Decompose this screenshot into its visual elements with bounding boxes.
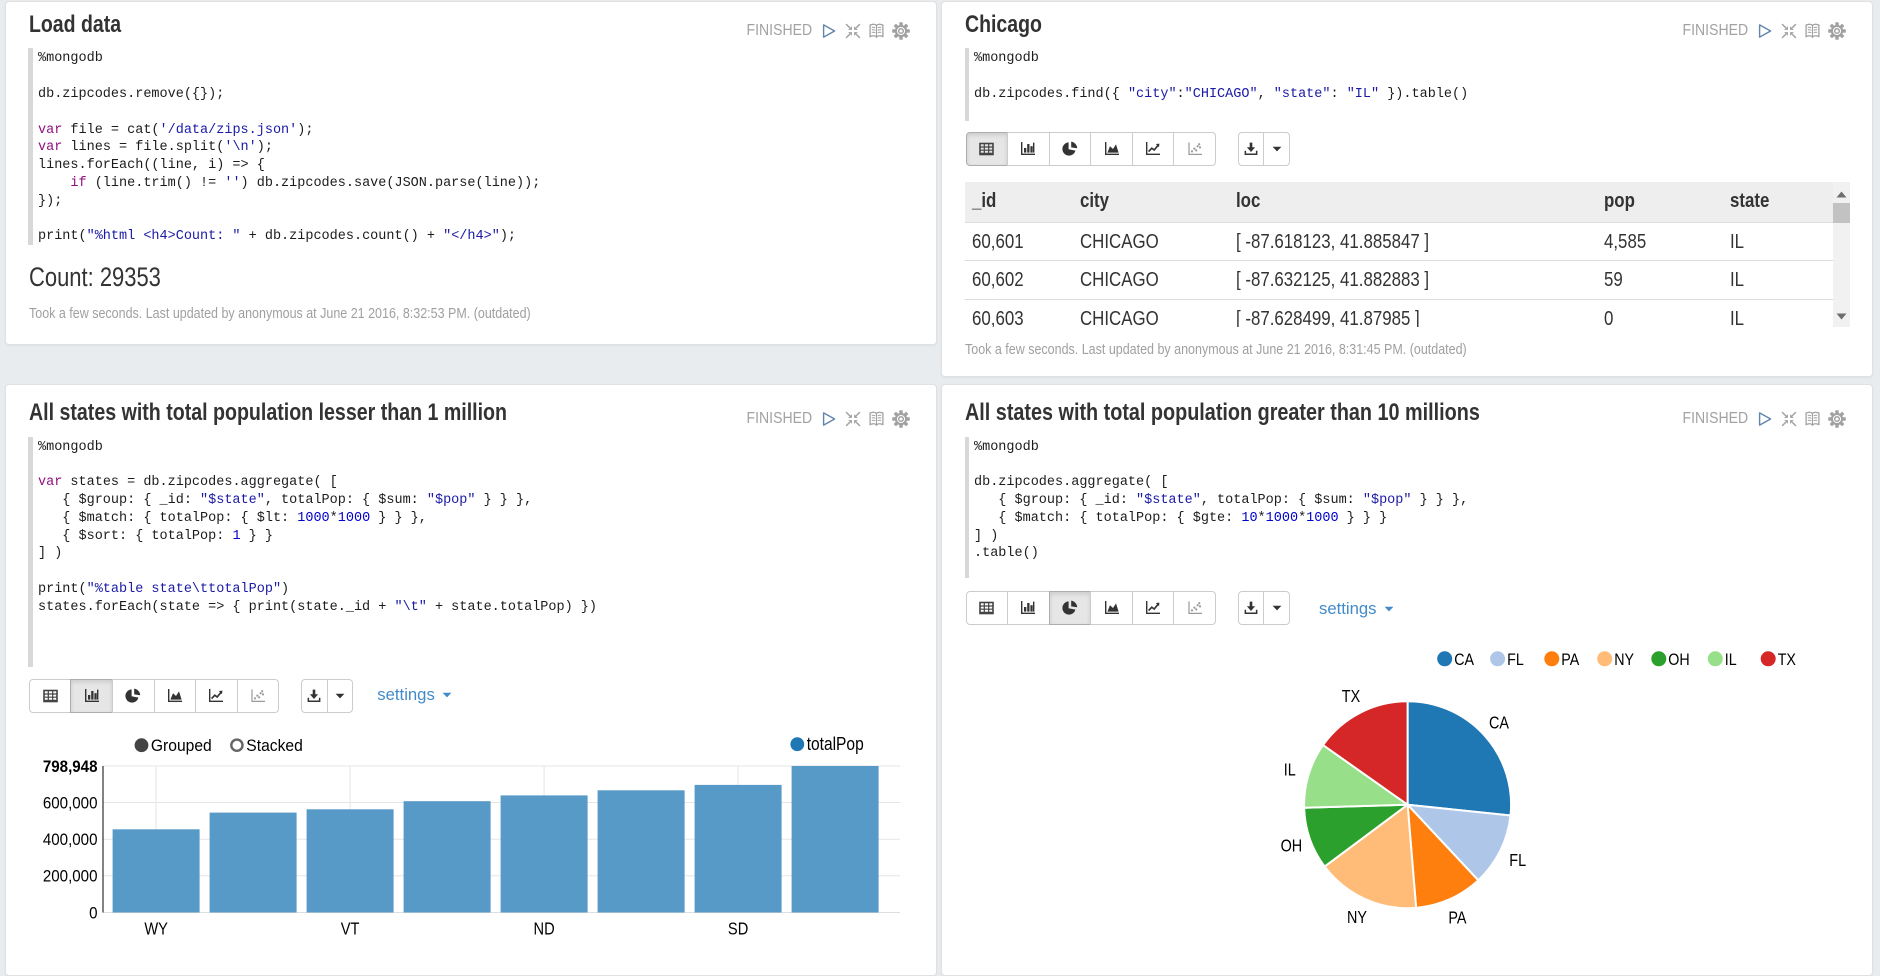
svg-text:FL: FL [1507,651,1524,669]
svg-text:FL: FL [1509,850,1526,870]
svg-text:TX: TX [1342,686,1361,706]
svg-text:totalPop: totalPop [807,735,864,754]
svg-text:WY: WY [144,919,168,939]
svg-text:IL: IL [1725,651,1737,669]
svg-text:798,948: 798,948 [43,757,98,776]
svg-text:CA: CA [1454,651,1474,669]
svg-text:OH: OH [1668,651,1689,669]
svg-text:400,000: 400,000 [43,830,98,849]
svg-text:SD: SD [728,919,748,939]
svg-text:TX: TX [1778,651,1797,669]
svg-text:ND: ND [534,919,555,939]
svg-text:PA: PA [1561,651,1579,669]
svg-text:PA: PA [1448,908,1466,928]
svg-text:NY: NY [1614,651,1634,669]
svg-text:OH: OH [1281,836,1303,856]
svg-text:600,000: 600,000 [43,794,98,813]
svg-text:200,000: 200,000 [43,867,98,886]
svg-text:CA: CA [1489,713,1509,733]
svg-text:VT: VT [341,919,360,939]
svg-text:Stacked: Stacked [246,736,302,755]
svg-text:NY: NY [1347,908,1367,928]
svg-text:Grouped: Grouped [151,736,212,755]
svg-text:0: 0 [89,904,97,923]
svg-text:IL: IL [1284,760,1296,780]
